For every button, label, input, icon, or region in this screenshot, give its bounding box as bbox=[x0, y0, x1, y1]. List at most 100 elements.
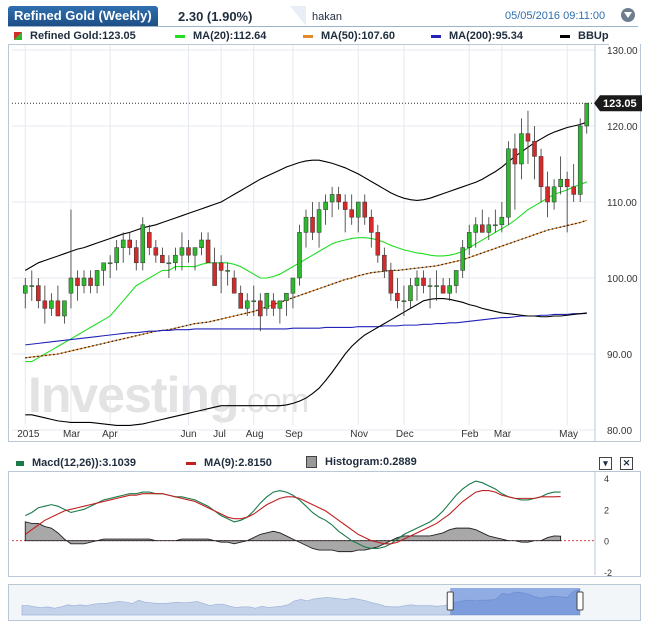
navigator-handle bbox=[446, 591, 454, 611]
legend-label: MA(9):2.8150 bbox=[204, 457, 272, 469]
candle-body bbox=[506, 148, 511, 218]
price-chart[interactable]: 80.00 90.00 100.00 110.00 120.00 130.00 2015 Ma… bbox=[0, 0, 650, 445]
candle-body bbox=[147, 232, 152, 248]
y-tick-label: 0 bbox=[604, 537, 609, 547]
chevron-down-icon[interactable] bbox=[621, 8, 635, 22]
legend-item-ma50[interactable]: MA(50):107.60 bbox=[303, 30, 395, 42]
line-swatch-icon bbox=[303, 34, 313, 38]
candle-body bbox=[466, 232, 472, 248]
legend-item-histogram[interactable]: Histogram:0.2889 bbox=[306, 456, 417, 468]
candle-body bbox=[584, 102, 590, 127]
x-tick-label: Jul bbox=[213, 429, 226, 440]
candle-body bbox=[545, 186, 550, 203]
candle-body bbox=[36, 285, 41, 302]
x-tick-label: Dec bbox=[396, 429, 414, 440]
header-underline bbox=[8, 26, 638, 27]
y-tick-label: 90.00 bbox=[607, 350, 632, 361]
candle-body bbox=[173, 254, 178, 264]
legend-label: MA(20):112.64 bbox=[193, 30, 267, 42]
x-tick-label: Nov bbox=[350, 429, 368, 440]
candle-body bbox=[440, 285, 446, 294]
candle-body bbox=[519, 133, 524, 165]
last-price-badge: 123.05 bbox=[594, 95, 642, 112]
x-tick-label: Mar bbox=[63, 429, 81, 440]
legend-item-ma200[interactable]: MA(200):95.34 bbox=[431, 30, 523, 42]
legend-divider bbox=[8, 44, 609, 45]
candle-body bbox=[447, 285, 452, 294]
candle-body bbox=[427, 285, 433, 287]
minimize-icon[interactable]: ▾ bbox=[599, 457, 612, 470]
legend-label: MA(200):95.34 bbox=[449, 30, 523, 42]
line-swatch-icon bbox=[16, 460, 24, 466]
legend-item-price[interactable]: Refined Gold:123.05 bbox=[14, 30, 136, 42]
candle-body bbox=[153, 247, 159, 256]
candle-body bbox=[127, 239, 132, 248]
y-tick-label: 130.00 bbox=[607, 46, 638, 57]
investing-logo: Investing.com bbox=[28, 367, 309, 423]
legend-item-macd-ma[interactable]: MA(9):2.8150 bbox=[186, 457, 272, 469]
candle-body bbox=[401, 300, 407, 303]
candle-body bbox=[29, 285, 35, 287]
y-tick-label: -2 bbox=[604, 568, 612, 578]
series-line-ma-20- bbox=[25, 181, 587, 363]
candle-body bbox=[62, 300, 67, 317]
candle-body bbox=[22, 285, 28, 294]
candle-body bbox=[355, 201, 361, 218]
candle-body bbox=[114, 247, 119, 264]
legend-label: Histogram:0.2889 bbox=[325, 456, 417, 468]
legend-item-macd[interactable]: Macd(12,26)):3.1039 bbox=[16, 457, 136, 469]
candle-body bbox=[310, 216, 315, 233]
last-price-label: 123.05 bbox=[603, 98, 637, 110]
line-swatch-icon bbox=[560, 34, 570, 38]
candle-body bbox=[551, 186, 557, 203]
candle-body bbox=[362, 201, 368, 218]
candle-body bbox=[238, 292, 243, 309]
candle-body bbox=[42, 300, 48, 309]
series-line-macd-ma bbox=[24, 489, 561, 545]
main-legend: Refined Gold:123.05 MA(20):112.64 MA(50)… bbox=[8, 28, 609, 44]
candle-body bbox=[342, 201, 348, 210]
x-tick-label: Feb bbox=[461, 429, 479, 440]
candle-body bbox=[329, 194, 335, 203]
candle-body bbox=[107, 262, 113, 265]
candle-body bbox=[225, 270, 230, 272]
candle-body bbox=[564, 178, 570, 188]
legend-item-ma20[interactable]: MA(20):112.64 bbox=[175, 30, 266, 42]
navigator-handle bbox=[576, 591, 584, 611]
close-icon[interactable]: ✕ bbox=[620, 457, 633, 470]
candle-body bbox=[218, 262, 224, 271]
chart-title: Refined Gold (Weekly) bbox=[14, 8, 152, 23]
candle-body bbox=[532, 140, 537, 157]
x-tick-label: Mar bbox=[494, 429, 512, 440]
candle-body bbox=[133, 247, 139, 264]
candle-body bbox=[525, 133, 531, 142]
candle-body bbox=[68, 277, 74, 294]
candle-body bbox=[271, 300, 276, 309]
legend-label: BBUpp bbox=[578, 30, 609, 42]
candle-body bbox=[264, 292, 270, 309]
legend-label: Macd(12,26)):3.1039 bbox=[32, 457, 136, 469]
series-line-bb-upper bbox=[24, 121, 587, 271]
y-tick-label: 80.00 bbox=[607, 426, 632, 437]
macd-legend: Macd(12,26)):3.1039 MA(9):2.8150 Histogr… bbox=[8, 455, 639, 471]
series-line-macd bbox=[25, 480, 561, 550]
candle-body bbox=[349, 209, 354, 218]
main-chart-frame bbox=[8, 44, 641, 442]
candle-body bbox=[258, 300, 263, 317]
candle-body bbox=[251, 300, 257, 303]
candle-body bbox=[460, 247, 465, 271]
candle-body bbox=[434, 285, 439, 287]
y-tick-label: 4 bbox=[604, 474, 609, 484]
macd-chart[interactable]: 4 2 0 -2 bbox=[0, 0, 650, 580]
candle-body bbox=[303, 216, 309, 233]
candle-body bbox=[486, 224, 492, 233]
legend-label: MA(50):107.60 bbox=[321, 30, 395, 42]
candle-body bbox=[179, 247, 185, 256]
chart-title-tab[interactable]: Refined Gold (Weekly) bbox=[8, 6, 158, 26]
candle-body bbox=[382, 254, 387, 271]
legend-item-bb[interactable]: BBUpp bbox=[560, 30, 609, 42]
series-line-ma-200- bbox=[25, 312, 587, 346]
candle-body bbox=[408, 285, 413, 302]
legend-label: Refined Gold:123.05 bbox=[30, 30, 136, 42]
